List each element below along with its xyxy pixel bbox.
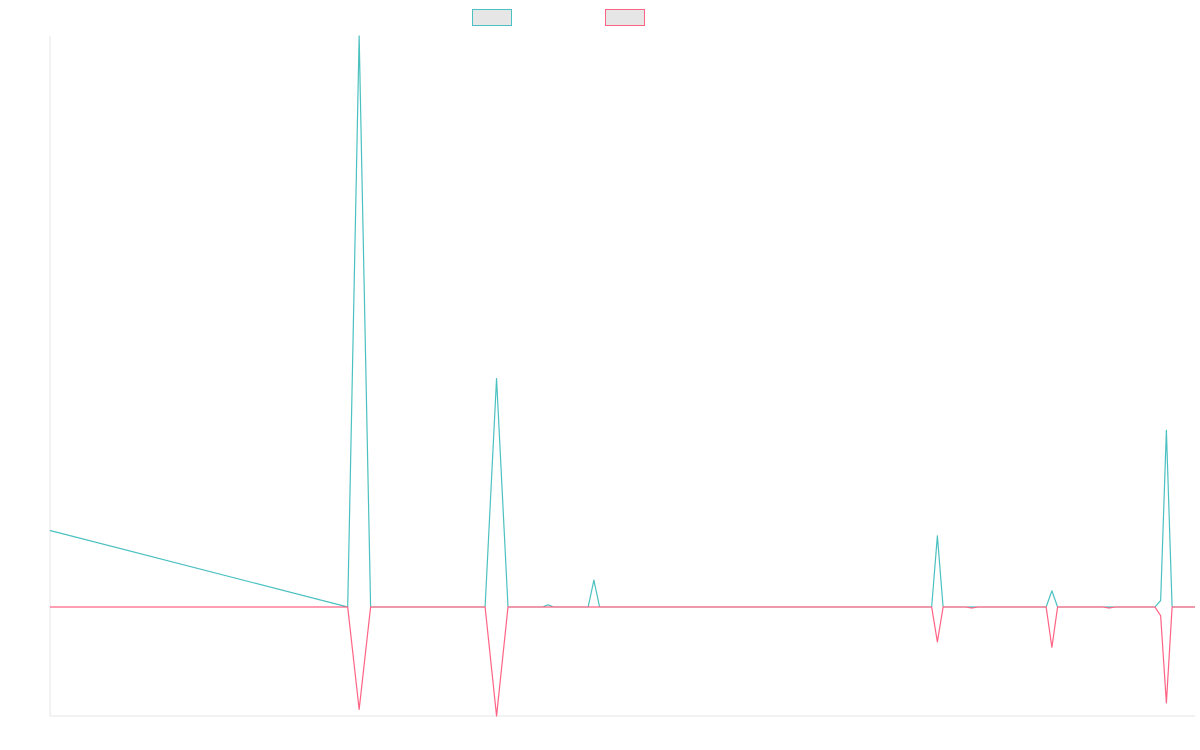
series-layer <box>49 35 1195 717</box>
series-line-1 <box>49 35 1195 608</box>
series-line-2 <box>50 606 1195 717</box>
legend-swatch-2 <box>605 9 645 26</box>
axes <box>49 36 1195 717</box>
legend <box>472 9 645 26</box>
legend-swatch-1 <box>472 9 512 26</box>
